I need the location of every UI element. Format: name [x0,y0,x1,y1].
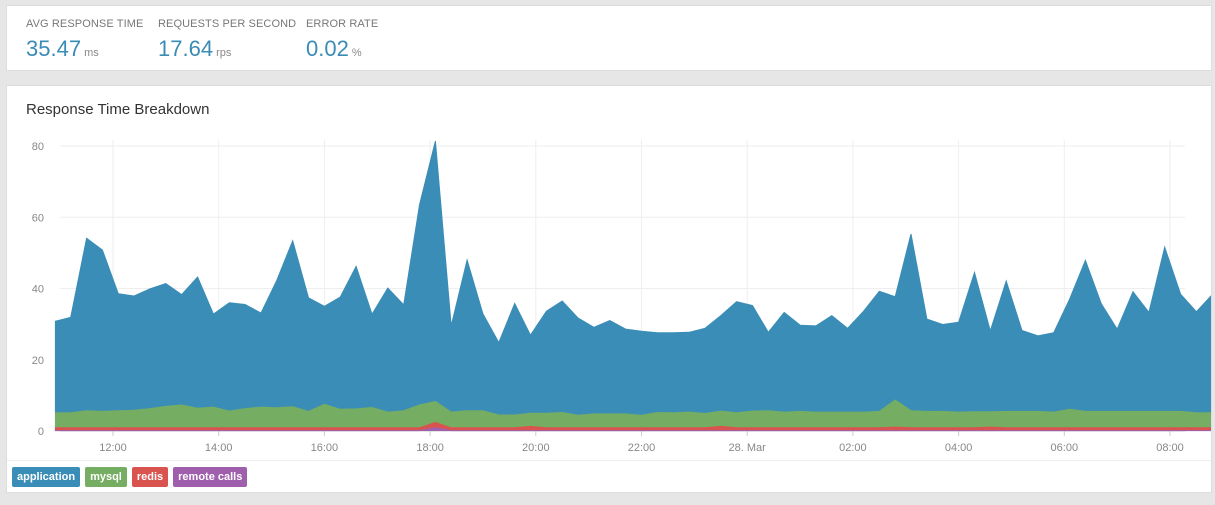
legend-item-remote-calls[interactable]: remote calls [173,467,248,487]
x-tick-label: 02:00 [839,442,867,454]
x-tick-label: 20:00 [522,442,550,454]
metric-label: REQUESTS PER SECOND [158,18,297,30]
metric-label: AVG RESPONSE TIME [26,18,144,30]
x-tick-label: 12:00 [99,442,127,454]
legend-item-redis[interactable]: redis [131,467,169,487]
series-line-remote-calls [54,427,1211,432]
metric-value: 0.02 [306,36,349,61]
metric-unit: ms [84,47,99,59]
x-tick-label: 18:00 [416,442,444,454]
x-tick-label: 22:00 [628,442,656,454]
chart-title: Response Time Breakdown [26,101,210,118]
x-tick-label: 08:00 [1156,442,1184,454]
series-line-application [54,140,1211,344]
metric-requests-per-second: REQUESTS PER SECOND 17.64 rps [158,18,296,62]
metric-label: ERROR RATE [306,18,379,30]
metric-unit: % [351,47,362,59]
y-tick-label: 20 [32,355,44,367]
metrics-panel: AVG RESPONSE TIME 35.47 ms REQUESTS PER S… [6,5,1212,71]
series-area-redis[interactable] [54,422,1211,431]
chart-legend: application mysql redis remote calls [12,467,248,489]
chart-panel: 12:00 14:00 16:00 18:00 20:00 22:00 28. Mar 02:… [6,85,1212,493]
series-area-application[interactable] [54,141,1211,416]
metric-value-row: 0.02% [306,36,378,62]
metric-error-rate: ERROR RATE 0.02% [306,18,378,62]
y-tick-label: 80 [32,141,44,153]
legend-item-application[interactable]: application [12,467,81,487]
series-line-mysql [54,399,1211,416]
series-area-mysql[interactable] [54,400,1211,428]
legend-item-mysql[interactable]: mysql [85,467,127,487]
x-tick-label: 14:00 [205,442,233,454]
y-tick-label: 40 [32,284,44,296]
metric-value: 35.47 [26,36,82,61]
metric-value-row: 35.47 ms [26,36,143,62]
x-tick-label: 04:00 [945,442,973,454]
x-tick-label: 28. Mar [729,442,767,454]
y-tick-label: 0 [38,426,44,438]
metric-value-row: 17.64 rps [158,36,296,62]
y-tick-label: 60 [32,212,44,224]
metric-avg-response-time: AVG RESPONSE TIME 35.47 ms [26,18,143,62]
legend-divider [7,460,1211,461]
x-tick-label: 16:00 [311,442,339,454]
metric-value: 17.64 [158,36,214,61]
series-line-redis [54,421,1211,429]
response-time-chart[interactable]: 12:00 14:00 16:00 18:00 20:00 22:00 28. Mar 02:… [7,86,1211,458]
x-tick-label: 06:00 [1051,442,1079,454]
metric-unit: rps [216,47,232,59]
